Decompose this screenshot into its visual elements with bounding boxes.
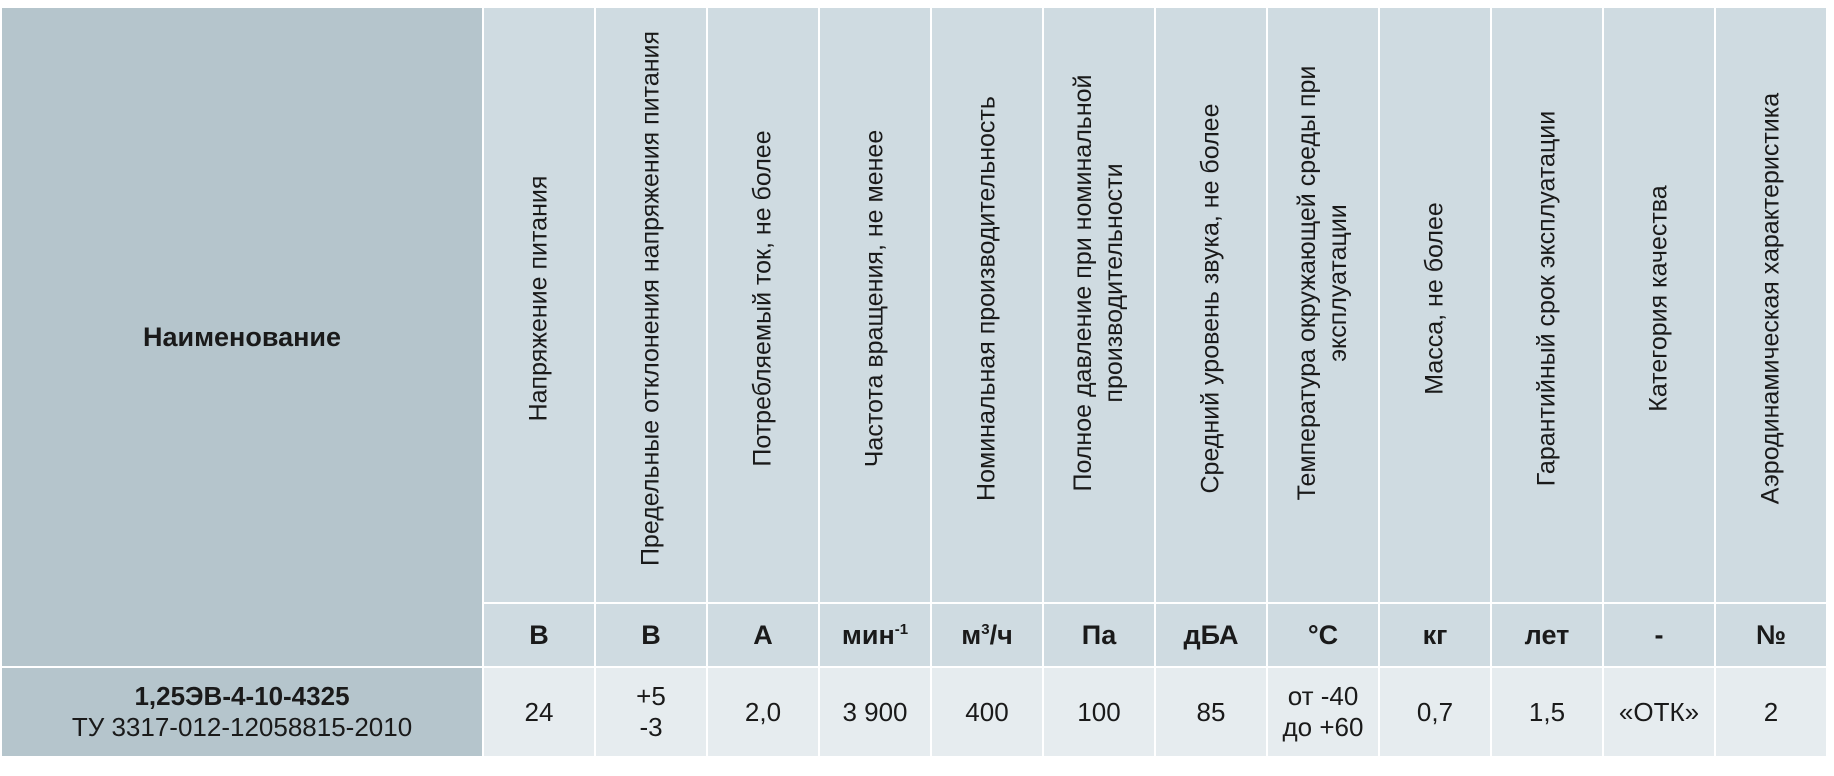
name-header: Наименование bbox=[0, 6, 484, 668]
unit-cell: мин-1 bbox=[818, 602, 932, 668]
value-text: 2 bbox=[1763, 696, 1779, 727]
col-header-current: Потребляемый ток, не более bbox=[706, 6, 820, 604]
unit-label: кг bbox=[1422, 619, 1448, 650]
unit-label: мин bbox=[841, 619, 895, 650]
header-row: Наименование Напряжение питания Предельн… bbox=[0, 6, 1828, 668]
unit-label: лет bbox=[1524, 619, 1570, 650]
product-spec: ТУ 3317-012-12058815-2010 bbox=[71, 712, 413, 742]
unit-label: Па bbox=[1081, 619, 1117, 650]
unit-superscript: -1 bbox=[894, 620, 909, 638]
value-noise: 85 bbox=[1154, 666, 1268, 758]
unit-cell: А bbox=[706, 602, 820, 668]
table-row: 1,25ЭВ-4-10-4325 ТУ 3317-012-12058815-20… bbox=[0, 666, 1828, 758]
value-text: 2,0 bbox=[744, 696, 782, 727]
product-model: 1,25ЭВ-4-10-4325 bbox=[134, 681, 350, 711]
col-title: Аэродинамическая характеристика bbox=[1756, 92, 1785, 505]
col-header-rpm: Частота вращения, не менее bbox=[818, 6, 932, 604]
unit-cell: лет bbox=[1490, 602, 1604, 668]
value-pressure: 100 bbox=[1042, 666, 1156, 758]
unit-label: В bbox=[641, 619, 661, 650]
value-text: 3 900 bbox=[842, 696, 908, 727]
col-header-deviation: Предельные отклонения напряжения питания bbox=[594, 6, 708, 604]
col-title: Категория качества bbox=[1644, 185, 1673, 412]
col-title: Полное давление при номинальной производ… bbox=[1069, 74, 1128, 492]
spec-table: Наименование Напряжение питания Предельн… bbox=[0, 6, 1828, 758]
col-header-pressure: Полное давление при номинальной производ… bbox=[1042, 6, 1156, 604]
unit-cell: дБА bbox=[1154, 602, 1268, 668]
value-text: 100 bbox=[1077, 696, 1121, 727]
col-header-temperature: Температура окружающей среды при эксплуа… bbox=[1266, 6, 1380, 604]
value-text: до +60 bbox=[1282, 712, 1364, 742]
unit-row: В В А мин-1 м3/ч Па дБА °С кг лет - № bbox=[1, 602, 1828, 668]
col-header-mass: Масса, не более bbox=[1378, 6, 1492, 604]
value-text: +5 bbox=[636, 681, 666, 711]
col-header-aero: Аэродинамическая характеристика bbox=[1714, 6, 1828, 604]
product-name-cell: 1,25ЭВ-4-10-4325 ТУ 3317-012-12058815-20… bbox=[0, 666, 484, 758]
value-text: «ОТК» bbox=[1618, 696, 1700, 727]
unit-cell: - bbox=[1602, 602, 1716, 668]
name-header-label: Наименование bbox=[142, 321, 342, 352]
value-quality: «ОТК» bbox=[1602, 666, 1716, 758]
value-temperature: от -40 до +60 bbox=[1266, 666, 1380, 758]
unit-label: м bbox=[961, 619, 982, 650]
col-title: Частота вращения, не менее bbox=[860, 129, 889, 468]
col-header-quality: Категория качества bbox=[1602, 6, 1716, 604]
unit-cell: В bbox=[594, 602, 708, 668]
value-aero: 2 bbox=[1714, 666, 1828, 758]
value-rpm: 3 900 bbox=[818, 666, 932, 758]
unit-label: В bbox=[529, 619, 549, 650]
col-header-noise: Средний уровень звука, не более bbox=[1154, 6, 1268, 604]
value-voltage: 24 bbox=[482, 666, 596, 758]
value-text: от -40 bbox=[1287, 681, 1359, 711]
unit-cell: °С bbox=[1266, 602, 1380, 668]
unit-cell: В bbox=[482, 602, 596, 668]
unit-label: № bbox=[1755, 619, 1787, 650]
value-current: 2,0 bbox=[706, 666, 820, 758]
unit-cell: м3/ч bbox=[930, 602, 1044, 668]
col-title: Средний уровень звука, не более bbox=[1196, 103, 1225, 494]
value-deviation: +5 -3 bbox=[594, 666, 708, 758]
value-text: 0,7 bbox=[1416, 696, 1454, 727]
value-text: 400 bbox=[965, 696, 1009, 727]
unit-cell: кг bbox=[1378, 602, 1492, 668]
value-text: 85 bbox=[1196, 696, 1226, 727]
value-text: 1,5 bbox=[1528, 696, 1566, 727]
col-title: Предельные отклонения напряжения питания bbox=[636, 30, 665, 567]
value-flow: 400 bbox=[930, 666, 1044, 758]
col-title: Потребляемый ток, не более bbox=[748, 130, 777, 467]
unit-label: °С bbox=[1307, 619, 1339, 650]
unit-suffix: /ч bbox=[989, 619, 1013, 650]
value-text: 24 bbox=[524, 696, 554, 727]
unit-cell: Па bbox=[1042, 602, 1156, 668]
unit-superscript: 3 bbox=[981, 620, 990, 638]
col-title: Гарантийный срок эксплуатации bbox=[1532, 110, 1561, 487]
value-mass: 0,7 bbox=[1378, 666, 1492, 758]
col-header-voltage: Напряжение питания bbox=[482, 6, 596, 604]
unit-label: А bbox=[753, 619, 773, 650]
col-title: Масса, не более bbox=[1420, 202, 1449, 395]
unit-label: - bbox=[1654, 619, 1664, 650]
unit-label: дБА bbox=[1183, 619, 1239, 650]
unit-cell: № bbox=[1714, 602, 1828, 668]
col-title: Температура окружающей среды при эксплуа… bbox=[1293, 65, 1352, 501]
col-header-flow: Номинальная производительность bbox=[930, 6, 1044, 604]
value-warranty: 1,5 bbox=[1490, 666, 1604, 758]
col-title: Напряжение питания bbox=[524, 175, 553, 422]
value-text: -3 bbox=[639, 712, 663, 742]
col-title: Номинальная производительность bbox=[972, 96, 1001, 501]
col-header-warranty: Гарантийный срок эксплуатации bbox=[1490, 6, 1604, 604]
